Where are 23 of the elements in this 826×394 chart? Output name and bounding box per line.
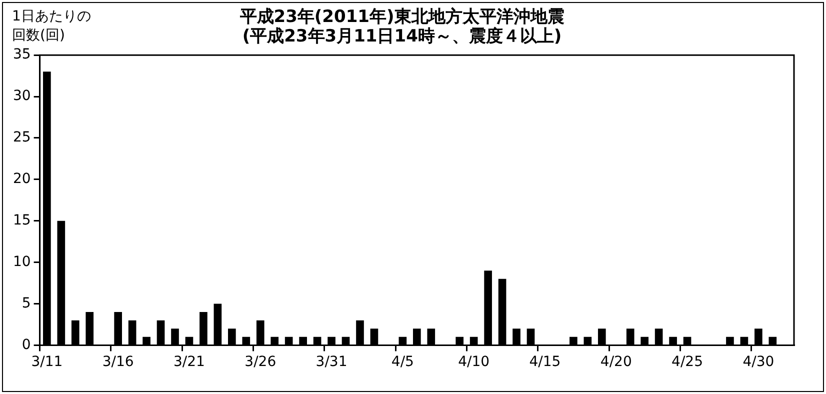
x-tick-label: 3/11 (31, 354, 63, 370)
y-tick-label: 25 (12, 130, 31, 146)
x-tick-label: 3/21 (174, 354, 205, 370)
x-tick-label: 3/26 (244, 354, 276, 370)
x-tick-label: 4/10 (458, 354, 490, 370)
text: 回数(回) (12, 28, 65, 44)
y-tick-label: 15 (12, 212, 31, 229)
y-tick-label: 35 (12, 46, 31, 63)
x-tick-label: 4/25 (672, 354, 703, 370)
x-tick-label: 3/31 (316, 354, 348, 370)
y-tick-label: 5 (22, 295, 31, 312)
x-tick-label: 3/16 (102, 354, 134, 370)
y-tick-label: 30 (12, 88, 31, 104)
text: 1日あたりの (12, 8, 91, 25)
x-tick-label: 4/5 (391, 354, 414, 370)
x-tick-label: 4/20 (600, 354, 632, 370)
y-tick-label: 0 (22, 336, 31, 353)
x-tick-label: 4/15 (529, 354, 561, 370)
x-tick-label: 4/30 (742, 354, 774, 370)
text: 平成23年(2011年)東北地方太平洋沖地震 (240, 7, 564, 28)
y-tick-label: 20 (12, 171, 31, 188)
y-tick-label: 10 (12, 254, 31, 270)
text: (平成23年3月11日14時～、震度４以上) (242, 26, 562, 47)
